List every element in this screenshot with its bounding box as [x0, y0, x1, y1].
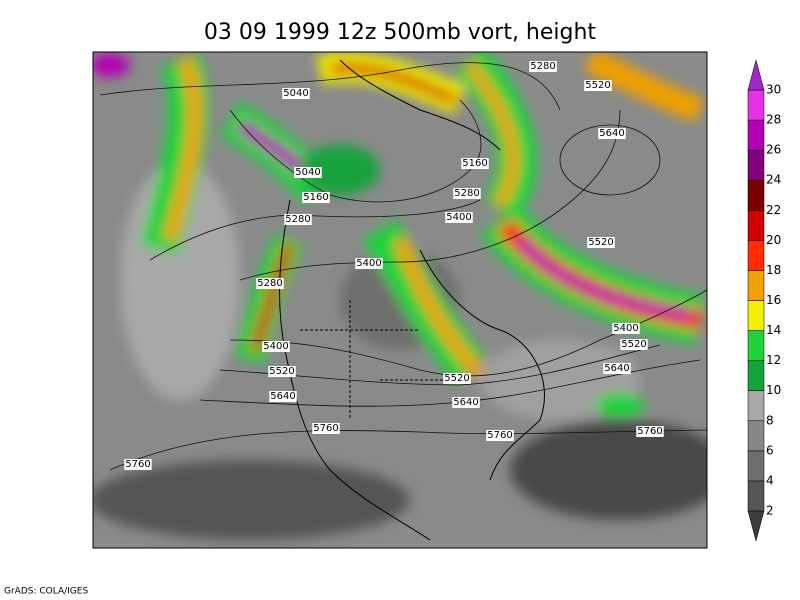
- colorbar-segment: [747, 390, 765, 422]
- colorbar-label: 14: [766, 323, 781, 337]
- label-box: [598, 128, 626, 139]
- colorbar-segment: [747, 270, 765, 301]
- colorbar-label: 4: [766, 473, 774, 487]
- colorbar-label: 26: [766, 143, 781, 157]
- contour-labels: 5280 5520 5040 5640 5040 5160 5160 5280 …: [124, 61, 664, 470]
- label-box: [256, 278, 284, 289]
- label-box: [445, 212, 473, 223]
- colorbar-segment: [747, 300, 765, 331]
- label-box: [486, 430, 514, 441]
- colorbar-label: 12: [766, 353, 781, 367]
- label-box: [124, 459, 152, 470]
- label-box: [262, 341, 290, 352]
- contour-label: 5760: [125, 459, 150, 470]
- map-frame: [92, 51, 708, 549]
- colorbar-label: 2: [766, 504, 774, 518]
- label-box: [461, 158, 489, 169]
- label-box: [268, 366, 296, 377]
- label-box: [620, 339, 648, 350]
- colorbar-segment: [747, 330, 765, 361]
- contour-label: 5520: [444, 373, 469, 384]
- contour-label: 5640: [604, 363, 629, 374]
- label-box: [294, 167, 322, 178]
- label-box: [284, 214, 312, 225]
- colorbar-label: 18: [766, 263, 781, 277]
- colorbar-label: 16: [766, 293, 781, 307]
- colorbar-segment: [747, 360, 765, 391]
- contour-label: 5760: [487, 430, 512, 441]
- label-box: [453, 188, 481, 199]
- label-box: [302, 192, 330, 203]
- label-box: [269, 391, 297, 402]
- colorbar-label: 20: [766, 233, 781, 247]
- colorbar-label: 22: [766, 203, 781, 217]
- contour-label: 5280: [530, 61, 555, 72]
- colorbar-label: 6: [766, 443, 774, 457]
- contour-label: 5280: [257, 278, 282, 289]
- label-box: [355, 258, 383, 269]
- label-box: [443, 373, 471, 384]
- contour-label: 5520: [588, 237, 613, 248]
- footer: GrADS: COLA/IGES: [4, 587, 88, 597]
- colorbar-label: 24: [766, 173, 781, 187]
- contour-label: 5520: [269, 366, 294, 377]
- colorbar-segment: [747, 420, 765, 452]
- contour-label: 5520: [585, 80, 610, 91]
- colorbar-label: 30: [766, 83, 781, 97]
- colorbar-label: 8: [766, 413, 774, 427]
- map-field: [93, 52, 707, 548]
- label-box: [312, 423, 340, 434]
- contour-label: 5640: [453, 397, 478, 408]
- title: 03 09 1999 12z 500mb vort, height: [204, 20, 597, 45]
- colorbar-segment: [747, 179, 765, 211]
- label-box: [636, 426, 664, 437]
- colorbar-segment: [747, 450, 765, 482]
- colorbar-segment: [747, 210, 765, 241]
- colorbar-cap: [747, 510, 765, 542]
- label-box: [529, 61, 557, 72]
- contour-label: 5400: [446, 212, 471, 223]
- colorbar-segment: [747, 89, 765, 121]
- colorbar-label: 28: [766, 113, 781, 127]
- contour-label: 5160: [303, 192, 328, 203]
- label-box: [282, 88, 310, 99]
- contour-label: 5280: [285, 214, 310, 225]
- colorbar-segment: [747, 149, 765, 181]
- contour-label: 5400: [263, 341, 288, 352]
- contour-label: 5520: [621, 339, 646, 350]
- contour-label: 5760: [313, 423, 338, 434]
- label-box: [587, 237, 615, 248]
- contour-label: 5280: [454, 188, 479, 199]
- contour-label: 5640: [270, 391, 295, 402]
- label-box: [452, 397, 480, 408]
- label-box: [584, 80, 612, 91]
- colorbar-segment: [747, 480, 765, 512]
- colorbar-cap: [747, 59, 765, 91]
- colorbar-segment: [747, 119, 765, 151]
- contour-label: 5400: [613, 323, 638, 334]
- contour-label: 5160: [462, 158, 487, 169]
- colorbar-label: 10: [766, 383, 781, 397]
- contour-label: 5040: [295, 167, 320, 178]
- contour-label: 5400: [356, 258, 381, 269]
- colorbar-segment: [747, 240, 765, 271]
- label-box: [603, 363, 631, 374]
- label-box: [612, 323, 640, 334]
- contour-label: 5760: [637, 426, 662, 437]
- contour-label: 5040: [283, 88, 308, 99]
- contour-label: 5640: [599, 128, 624, 139]
